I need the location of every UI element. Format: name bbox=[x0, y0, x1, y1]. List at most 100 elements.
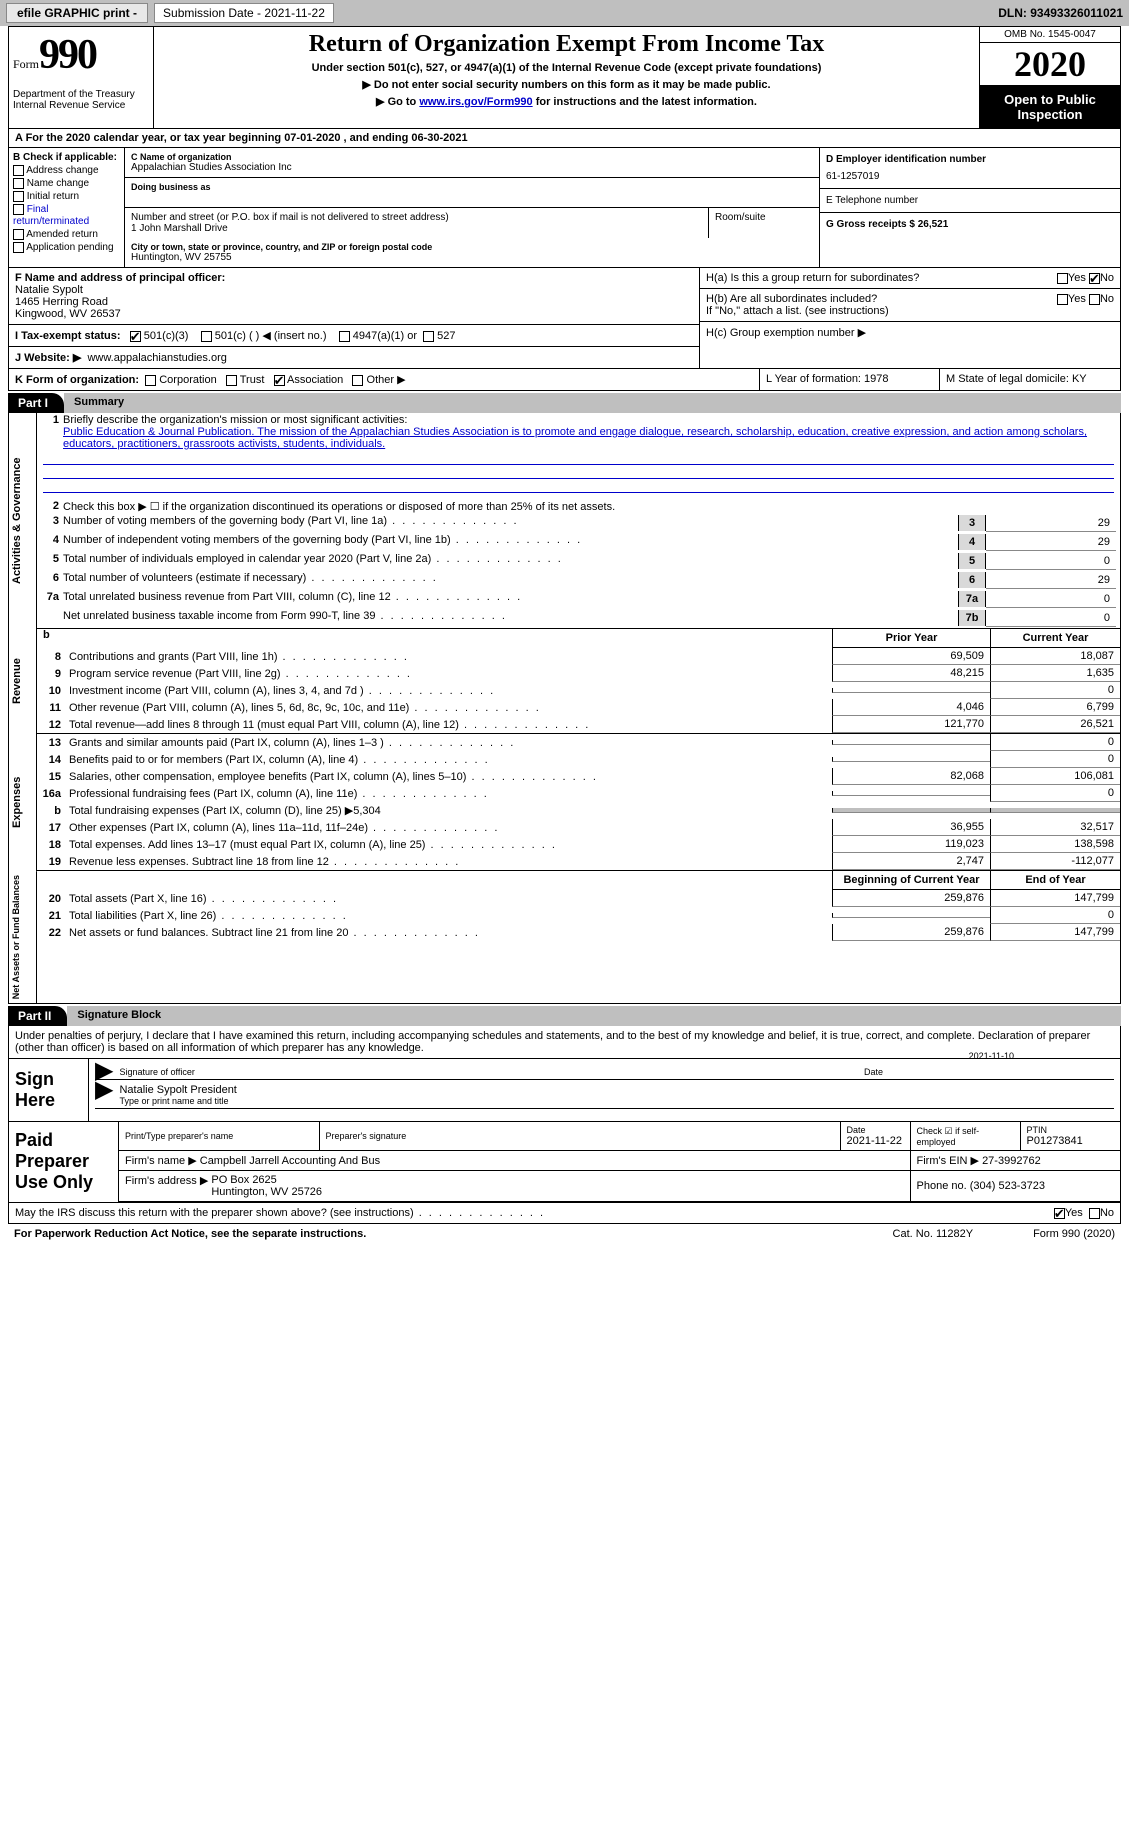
city-state-zip: Huntington, WV 25755 bbox=[131, 252, 813, 263]
group-exemption: H(c) Group exemption number ▶ bbox=[700, 322, 1120, 343]
officer-name: Natalie Sypolt bbox=[15, 284, 83, 296]
signature-arrow-icon: ▶ bbox=[95, 1084, 113, 1106]
part2-header: Part II bbox=[8, 1006, 67, 1026]
catalog-number: Cat. No. 11282Y bbox=[893, 1228, 974, 1240]
open-to-public: Open to Public Inspection bbox=[980, 86, 1120, 128]
toolbar: efile GRAPHIC print - Submission Date - … bbox=[0, 0, 1129, 26]
chk-discuss-yes[interactable] bbox=[1054, 1208, 1065, 1219]
part1-title: Summary bbox=[64, 393, 1121, 413]
chk-527[interactable] bbox=[423, 331, 434, 342]
summary-row: 3Number of voting members of the governi… bbox=[37, 514, 1120, 533]
summary-row: 20Total assets (Part X, line 16)259,8761… bbox=[37, 890, 1120, 907]
ein: 61-1257019 bbox=[826, 171, 1114, 182]
year-formation: L Year of formation: 1978 bbox=[760, 369, 940, 390]
mission-text: Public Education & Journal Publication. … bbox=[63, 426, 1087, 450]
summary-row: 12Total revenue—add lines 8 through 11 (… bbox=[37, 716, 1120, 733]
summary-row: 13Grants and similar amounts paid (Part … bbox=[37, 734, 1120, 751]
chk-application-pending[interactable] bbox=[13, 242, 24, 253]
summary-row: bTotal fundraising expenses (Part IX, co… bbox=[37, 802, 1120, 819]
room-suite-label: Room/suite bbox=[715, 212, 813, 223]
summary-row: 18Total expenses. Add lines 13–17 (must … bbox=[37, 836, 1120, 853]
summary-row: 22Net assets or fund balances. Subtract … bbox=[37, 924, 1120, 941]
summary-row: 17Other expenses (Part IX, column (A), l… bbox=[37, 819, 1120, 836]
discuss-question: May the IRS discuss this return with the… bbox=[15, 1207, 1054, 1219]
form-note-2: ▶ Go to www.irs.gov/Form990 for instruct… bbox=[158, 95, 975, 108]
self-employed-check: Check ☑ if self-employed bbox=[910, 1122, 1020, 1151]
irs-link[interactable]: www.irs.gov/Form990 bbox=[419, 96, 532, 108]
chk-amended[interactable] bbox=[13, 229, 24, 240]
street-address: 1 John Marshall Drive bbox=[131, 223, 702, 234]
hdr-eoy: End of Year bbox=[990, 871, 1120, 890]
summary-row: 16aProfessional fundraising fees (Part I… bbox=[37, 785, 1120, 802]
website: www.appalachianstudies.org bbox=[87, 352, 226, 364]
signature-declaration: Under penalties of perjury, I declare th… bbox=[9, 1026, 1120, 1059]
submission-date: Submission Date - 2021-11-22 bbox=[154, 3, 334, 23]
omb-number: OMB No. 1545-0047 bbox=[980, 27, 1120, 43]
chk-discuss-no[interactable] bbox=[1089, 1208, 1100, 1219]
summary-row: 6Total number of volunteers (estimate if… bbox=[37, 571, 1120, 590]
firm-address: PO Box 2625 Huntington, WV 25726 bbox=[211, 1174, 322, 1198]
ppu-label: Paid Preparer Use Only bbox=[9, 1122, 119, 1202]
tax-year: 2020 bbox=[980, 43, 1120, 86]
chk-other[interactable] bbox=[352, 375, 363, 386]
chk-501c[interactable] bbox=[201, 331, 212, 342]
vlabel-revenue: Revenue bbox=[9, 629, 37, 734]
vlabel-expenses: Expenses bbox=[9, 734, 37, 871]
dln: DLN: 93493326011021 bbox=[998, 6, 1123, 20]
chk-final-return[interactable] bbox=[13, 204, 24, 215]
vlabel-net-assets: Net Assets or Fund Balances bbox=[9, 871, 37, 1003]
summary-row: 7aTotal unrelated business revenue from … bbox=[37, 590, 1120, 609]
summary-row: 21Total liabilities (Part X, line 26)0 bbox=[37, 907, 1120, 924]
row-a-tax-year: A For the 2020 calendar year, or tax yea… bbox=[8, 129, 1121, 148]
prep-date: 2021-11-22 bbox=[847, 1135, 904, 1147]
chk-corp[interactable] bbox=[145, 375, 156, 386]
state-domicile: M State of legal domicile: KY bbox=[940, 369, 1120, 390]
telephone-label: E Telephone number bbox=[820, 189, 1120, 213]
chk-assoc[interactable] bbox=[274, 375, 285, 386]
summary-row: 14Benefits paid to or for members (Part … bbox=[37, 751, 1120, 768]
form-header: Form990 Department of the Treasury Inter… bbox=[8, 26, 1121, 129]
summary-row: 9Program service revenue (Part VIII, lin… bbox=[37, 665, 1120, 682]
chk-501c3[interactable] bbox=[130, 331, 141, 342]
summary-row: 11Other revenue (Part VIII, column (A), … bbox=[37, 699, 1120, 716]
chk-address-change[interactable] bbox=[13, 165, 24, 176]
chk-hb-yes[interactable] bbox=[1057, 294, 1068, 305]
efile-print-button[interactable]: efile GRAPHIC print - bbox=[6, 3, 148, 23]
summary-row: Net unrelated business taxable income fr… bbox=[37, 609, 1120, 628]
chk-trust[interactable] bbox=[226, 375, 237, 386]
summary-row: 8Contributions and grants (Part VIII, li… bbox=[37, 648, 1120, 665]
paperwork-notice: For Paperwork Reduction Act Notice, see … bbox=[14, 1228, 893, 1240]
firm-name: Campbell Jarrell Accounting And Bus bbox=[200, 1155, 380, 1167]
sign-here-label: Sign Here bbox=[9, 1059, 89, 1121]
ptin: P01273841 bbox=[1027, 1135, 1115, 1147]
org-name: Appalachian Studies Association Inc bbox=[131, 162, 813, 173]
summary-row: 19Revenue less expenses. Subtract line 1… bbox=[37, 853, 1120, 870]
summary-row: 10Investment income (Part VIII, column (… bbox=[37, 682, 1120, 699]
col-b-checkboxes: B Check if applicable: Address change Na… bbox=[9, 148, 125, 267]
chk-hb-no[interactable] bbox=[1089, 294, 1100, 305]
form-title: Return of Organization Exempt From Incom… bbox=[158, 31, 975, 58]
officer-printed-name: Natalie Sypolt President bbox=[119, 1084, 1114, 1096]
chk-initial-return[interactable] bbox=[13, 191, 24, 202]
form-subtitle: Under section 501(c), 527, or 4947(a)(1)… bbox=[158, 62, 975, 74]
chk-name-change[interactable] bbox=[13, 178, 24, 189]
chk-ha-yes[interactable] bbox=[1057, 273, 1068, 284]
vlabel-governance: Activities & Governance bbox=[9, 413, 37, 629]
chk-4947[interactable] bbox=[339, 331, 350, 342]
summary-row: 15Salaries, other compensation, employee… bbox=[37, 768, 1120, 785]
form-note-1: ▶ Do not enter social security numbers o… bbox=[158, 78, 975, 91]
part2-title: Signature Block bbox=[67, 1006, 1121, 1026]
chk-ha-no[interactable] bbox=[1089, 273, 1100, 284]
summary-row: 5Total number of individuals employed in… bbox=[37, 552, 1120, 571]
sig-date: 2021-11-10 bbox=[969, 1051, 1014, 1061]
hdr-current-year: Current Year bbox=[990, 629, 1120, 648]
summary-row: 4Number of independent voting members of… bbox=[37, 533, 1120, 552]
hdr-prior-year: Prior Year bbox=[832, 629, 990, 648]
form-number: 990 bbox=[39, 32, 96, 78]
gross-receipts: G Gross receipts $ 26,521 bbox=[820, 213, 1120, 236]
dba-label: Doing business as bbox=[131, 182, 813, 192]
firm-ein: 27-3992762 bbox=[982, 1155, 1041, 1167]
part1-header: Part I bbox=[8, 393, 64, 413]
form-footer: Form 990 (2020) bbox=[1033, 1228, 1115, 1240]
firm-phone: (304) 523-3723 bbox=[970, 1180, 1045, 1192]
